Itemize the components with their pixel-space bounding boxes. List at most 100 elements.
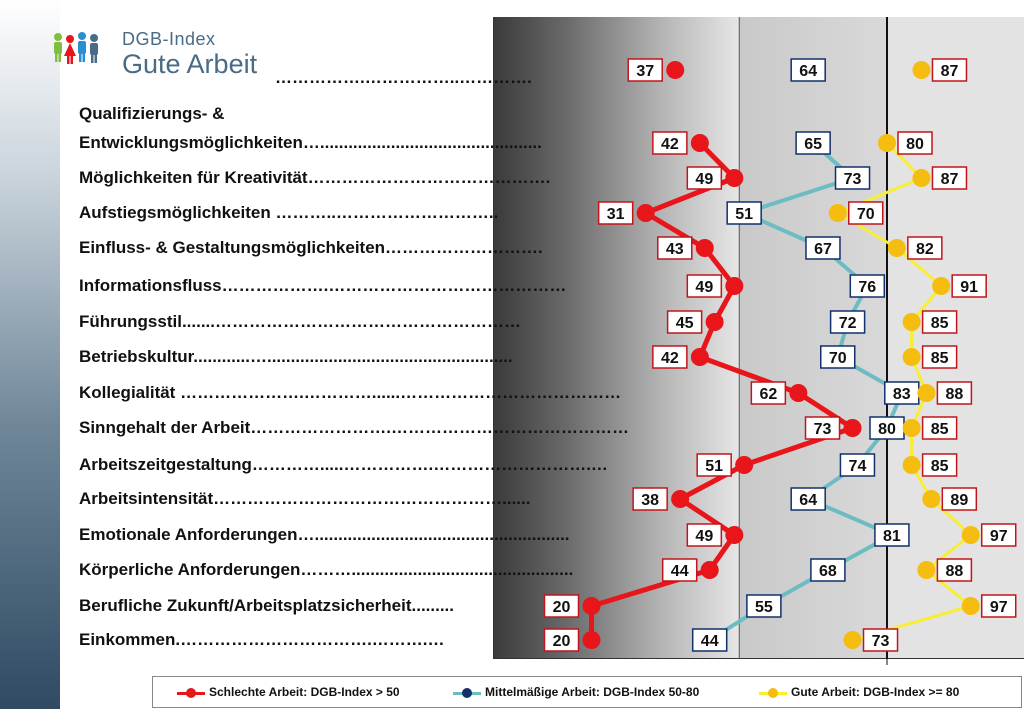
legend-item-gut: Gute Arbeit: DGB-Index >= 80 [759,685,959,699]
data-label-box-gut [931,166,968,190]
category-label: Einkommen.…………………………….……….… [79,630,445,649]
category-label: Berufliche Zukunft/Arbeitsplatzsicherhei… [79,596,455,615]
data-label-mittel: 65 [804,136,822,153]
data-point-gut [917,561,936,579]
data-label-box-schlecht [804,416,841,440]
data-point-schlecht [582,631,601,649]
data-point-gut [932,277,951,295]
data-label-schlecht: 20 [553,599,571,616]
data-label-box-mittel [790,58,826,82]
data-label-mittel: 72 [839,315,857,332]
data-label-mittel: 64 [799,492,817,509]
data-label-box-gut [921,345,958,369]
data-label-box-gut [980,594,1017,618]
data-label-mittel: 80 [878,421,896,438]
data-label-box-schlecht [686,523,723,547]
logo-title-large: Gute Arbeit [122,49,258,79]
data-label-gut: 85 [931,350,949,367]
data-label-gut: 85 [931,458,949,475]
data-label-box-mittel [810,558,846,582]
overall-point-gut [912,61,931,79]
data-label-schlecht: 45 [676,315,694,332]
data-label-box-gut [862,628,899,652]
data-label-schlecht: 49 [695,279,713,296]
data-point-schlecht [735,456,754,474]
data-point-schlecht [695,239,714,257]
category-label: Körperliche Anforderungen………............… [79,560,574,579]
data-label-gut: 97 [990,599,1008,616]
data-label-gut: 87 [941,171,959,188]
legend-label-schlecht: Schlechte Arbeit: DGB-Index > 50 [209,685,400,699]
data-label-box-gut [921,310,958,334]
category-label: Informationsfluss……………….…………………………………… [79,276,567,295]
data-point-gut [912,169,931,187]
data-label-schlecht: 20 [553,633,571,650]
data-label-schlecht: 38 [641,492,659,509]
data-label-schlecht: 31 [607,206,625,223]
data-label-box-mittel [839,453,876,477]
category-label: Emotionale Anforderungen…...............… [79,525,570,544]
data-label-box-gut [931,58,968,82]
data-label-gut: 87 [941,63,959,80]
data-label-box-schlecht [696,453,732,477]
data-label-box-mittel [829,310,866,334]
data-label-schlecht: 49 [695,171,713,188]
data-label-box-mittel [834,166,871,190]
header-leader: …………….……………..…………. [275,68,532,87]
data-label-mittel: 73 [844,171,862,188]
category-label: Möglichkeiten für Kreativität……………………………… [79,168,551,187]
category-label: Arbeitszeitgestaltung………….....…………….…………… [79,455,608,474]
category-label: Aufstiegsmöglichkeiten ………..……………………….. [79,203,499,222]
data-point-gut [961,526,980,544]
data-label-box-schlecht [661,558,698,582]
data-label-mittel: 55 [755,599,773,616]
legend-item-schlecht: Schlechte Arbeit: DGB-Index > 50 [177,685,400,699]
data-label-box-gut [951,274,987,298]
data-label-box-mittel [795,131,831,155]
data-label-box-gut [936,558,973,582]
data-label-gut: 85 [931,315,949,332]
legend-label-mittel: Mittelmäßige Arbeit: DGB-Index 50-80 [485,685,700,699]
data-label-box-schlecht [632,487,668,511]
data-label-box-mittel [746,594,782,618]
data-label-box-schlecht [543,628,580,652]
data-label-mittel: 67 [814,241,832,258]
data-label-box-gut [941,487,978,511]
data-point-gut [922,490,941,508]
legend: Schlechte Arbeit: DGB-Index > 50 Mittelm… [152,676,1022,708]
legend-label-gut: Gute Arbeit: DGB-Index >= 80 [791,685,960,699]
data-label-box-schlecht [597,201,634,225]
data-label-schlecht: 42 [661,350,679,367]
data-label-box-schlecht [652,131,688,155]
data-point-schlecht [843,419,862,437]
category-label: Qualifizierungs- & [79,104,225,123]
data-point-schlecht [700,561,719,579]
data-label-gut: 85 [931,421,949,438]
data-label-schlecht: 49 [695,528,713,545]
data-point-gut [902,313,921,331]
data-label-mittel: 68 [819,563,837,580]
data-label-schlecht: 43 [666,241,684,258]
data-point-gut [902,456,921,474]
data-label-box-gut [921,453,958,477]
data-label-box-schlecht [652,345,688,369]
data-label-schlecht: 51 [705,458,723,475]
data-label-box-mittel [726,201,762,225]
data-label-gut: 80 [906,136,924,153]
data-label-box-mittel [820,345,856,369]
data-label-gut: 88 [946,386,964,403]
data-point-schlecht [690,134,709,152]
data-label-schlecht: 37 [636,63,654,80]
data-label-gut: 82 [916,241,934,258]
data-point-gut [961,597,980,615]
data-point-schlecht [636,204,655,222]
overall-point-schlecht [666,61,685,79]
data-label-box-schlecht [543,594,580,618]
data-label-gut: 89 [950,492,968,509]
data-label-box-schlecht [627,58,663,82]
data-label-schlecht: 44 [671,563,689,580]
data-label-box-mittel [874,523,910,547]
data-label-gut: 70 [857,206,875,223]
data-label-mittel: 64 [799,63,817,80]
